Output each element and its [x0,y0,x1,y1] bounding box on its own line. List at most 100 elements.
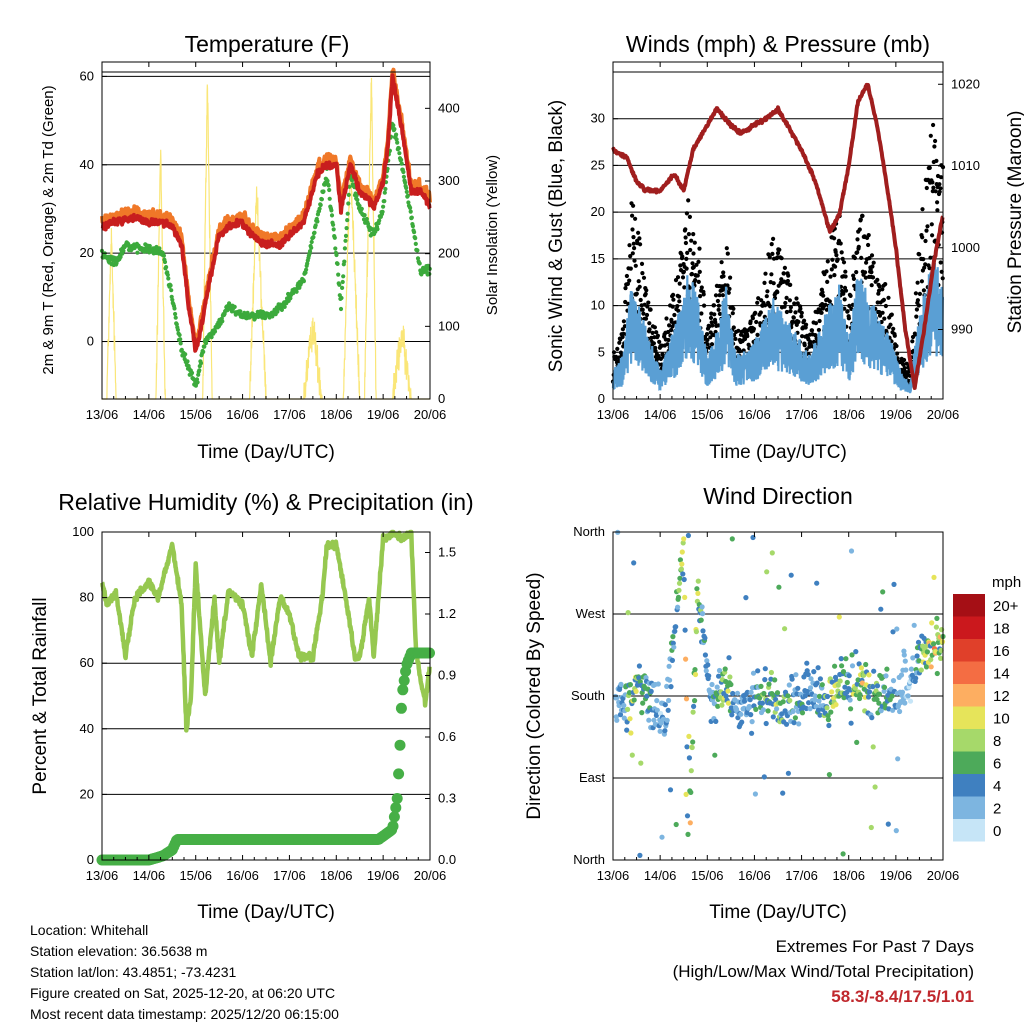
direction-point [680,571,686,577]
direction-point [682,594,688,601]
dewpoint-point [417,261,422,266]
gust-point [676,308,681,313]
dewpoint-point [350,178,355,183]
dewpoint-point [404,189,409,194]
gust-point [632,258,637,263]
temp-2m-line [100,73,432,353]
direction-point [824,705,830,711]
dewpoint-point [395,140,400,145]
direction-point [907,698,914,704]
dewpoint-point [340,279,345,285]
gust-point [838,241,843,246]
dewpoint-point [357,203,362,208]
direction-point [928,664,934,670]
gust-point [698,294,703,299]
direction-point [748,689,754,696]
dewpoint-point [288,296,293,301]
gust-point [637,236,642,241]
x-tick-label: 20/06 [414,868,447,883]
gust-point [863,270,868,275]
gust-point [709,342,715,347]
direction-point [902,700,908,706]
gust-point [705,342,710,347]
gust-point [730,311,735,316]
direction-point [884,666,890,672]
x-tick-label: 17/06 [785,868,818,883]
y-left-label: 100 [72,524,94,539]
direction-point [871,668,877,674]
direction-point [620,695,626,702]
dewpoint-point [338,306,344,312]
direction-point [626,690,633,696]
gust-point [648,307,653,312]
x-tick-label: 14/06 [644,868,677,883]
direction-point [653,712,660,719]
gust-point [781,271,787,276]
gust-point [816,327,822,333]
direction-point [695,590,701,597]
gust-point [647,321,652,326]
gust-point [854,270,859,275]
dewpoint-point [197,368,202,373]
gust-point [665,342,670,347]
gust-point [929,222,934,227]
direction-panel: Wind Direction 13/06 14/06 15/06 16/06 17/06… [524,483,1021,923]
direction-title: Wind Direction [703,483,853,509]
gust-point [784,309,790,315]
dewpoint-point [394,137,399,142]
gust-point [693,278,698,283]
gust-point [720,293,726,298]
x-tick-label: 14/06 [644,407,677,422]
gust-point [782,265,788,270]
gust-point [676,294,682,299]
direction-point [760,707,767,713]
gust-point [927,266,932,271]
direction-point [774,690,781,696]
direction-point [890,629,896,635]
y-right-label: 1.5 [438,545,456,560]
dewpoint-point [166,276,171,281]
gust-point [783,300,788,306]
gust-point [771,236,776,241]
gust-point [925,224,930,229]
y-left-label: 60 [80,655,94,670]
gust-point [682,285,687,290]
gust-point [935,200,940,205]
x-tick-label: 18/06 [320,868,353,883]
gust-point [779,256,784,261]
direction-point [876,691,883,697]
gust-point [770,251,775,256]
gust-point [645,304,650,309]
gust-point [655,333,661,338]
direction-point [908,666,915,672]
gust-point [933,138,938,144]
gust-point [715,298,721,304]
gust-point [819,310,824,315]
dewpoint-point [321,189,326,194]
gust-point [843,269,848,274]
legend-swatch [953,751,985,774]
gust-point [869,283,874,288]
gust-point [646,300,651,305]
direction-point [629,752,635,758]
x-tick-label: 18/06 [832,868,865,883]
station-pressure-line [611,82,945,390]
direction-point [792,715,799,721]
direction-point [655,681,661,687]
gust-point [922,265,927,270]
gust-point [843,274,848,279]
relative-humidity-line [99,529,432,733]
legend-swatch [953,661,985,684]
direction-point [683,696,690,702]
direction-point [685,831,691,838]
dewpoint-point [413,241,418,246]
gust-point [666,329,671,335]
gust-point [657,339,662,344]
gust-point [825,279,830,284]
gust-point [825,259,830,264]
gust-point [726,290,731,295]
legend-label: 10 [993,711,1010,728]
direction-point [890,707,896,713]
gust-point [771,281,776,286]
gust-point [725,283,730,288]
